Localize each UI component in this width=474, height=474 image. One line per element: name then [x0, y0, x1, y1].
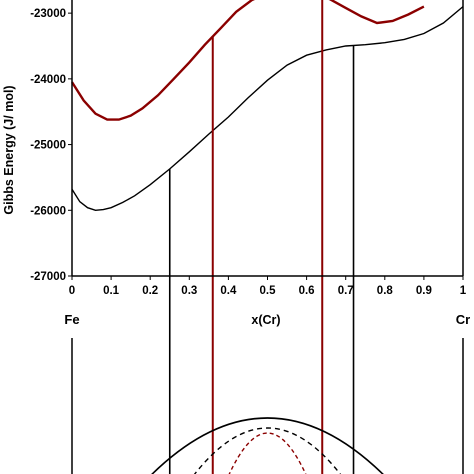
x-tick-label: 0.5 [260, 285, 277, 297]
right-end-label: Cr [456, 312, 470, 327]
x-tick-label: 0.3 [181, 285, 197, 297]
x-tick-label: 0 [69, 285, 75, 297]
tangent-lines [168, 0, 355, 474]
y-axis-title: Gibbs Energy (J/ mol) [2, 85, 16, 214]
y-tick-label: -27000 [30, 271, 66, 283]
energy-curves [70, 0, 464, 212]
x-tick-label: 1 [460, 285, 467, 297]
x-tick-label: 0.2 [142, 285, 158, 297]
x-tick-label: 0.7 [338, 285, 354, 297]
left-end-label: Fe [64, 312, 79, 327]
series-line-0 [70, 0, 425, 121]
spinodal-curve-outer [193, 427, 342, 474]
x-tick-label: 0.8 [377, 285, 394, 297]
axes [68, 0, 464, 280]
x-tick-label: 0.1 [103, 285, 120, 297]
miscibility-gap-diagram [71, 338, 464, 474]
y-tick-label: -24000 [30, 74, 66, 86]
x-tick-label: 0.4 [220, 285, 237, 297]
x-tick-label: 0.9 [416, 285, 432, 297]
y-tick-labels: -23000 -24000 -25000 -26000 -27000 [30, 8, 66, 283]
y-tick-label: -25000 [30, 140, 66, 152]
series-line-1 [71, 6, 464, 212]
x-axis-title: x(Cr) [251, 313, 280, 327]
y-tick-label: -26000 [30, 205, 66, 217]
spinodal-curve-inner [228, 432, 307, 474]
solvus-curve [151, 417, 384, 474]
x-tick-label: 0.6 [299, 285, 315, 297]
y-tick-label: -23000 [30, 8, 66, 20]
x-tick-labels: 0 0.1 0.2 0.3 0.4 0.5 0.6 0.7 0.8 0.9 1 [69, 285, 467, 297]
